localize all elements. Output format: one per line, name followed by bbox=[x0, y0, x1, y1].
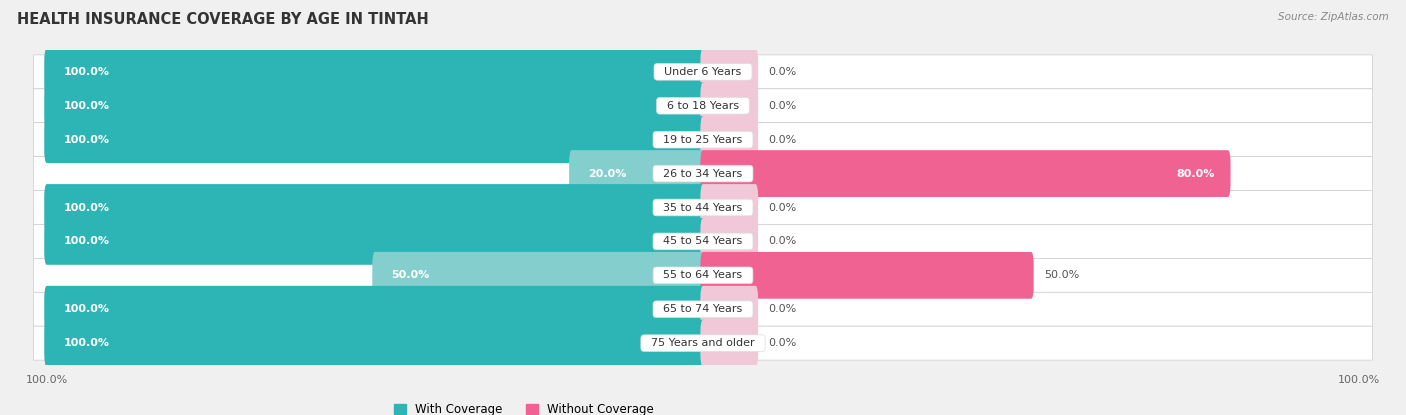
FancyBboxPatch shape bbox=[34, 259, 1372, 292]
FancyBboxPatch shape bbox=[700, 320, 758, 366]
Text: 0.0%: 0.0% bbox=[769, 203, 797, 212]
FancyBboxPatch shape bbox=[34, 190, 1372, 225]
FancyBboxPatch shape bbox=[34, 55, 1372, 89]
Text: 0.0%: 0.0% bbox=[769, 338, 797, 348]
Text: 80.0%: 80.0% bbox=[1177, 168, 1215, 178]
Legend: With Coverage, Without Coverage: With Coverage, Without Coverage bbox=[394, 403, 654, 415]
Text: 20.0%: 20.0% bbox=[588, 168, 627, 178]
Text: 100.0%: 100.0% bbox=[63, 304, 110, 314]
Text: 100.0%: 100.0% bbox=[63, 135, 110, 145]
FancyBboxPatch shape bbox=[34, 326, 1372, 360]
FancyBboxPatch shape bbox=[700, 49, 758, 95]
Text: 26 to 34 Years: 26 to 34 Years bbox=[657, 168, 749, 178]
Text: 0.0%: 0.0% bbox=[769, 237, 797, 247]
FancyBboxPatch shape bbox=[34, 225, 1372, 259]
FancyBboxPatch shape bbox=[569, 150, 706, 197]
Text: 75 Years and older: 75 Years and older bbox=[644, 338, 762, 348]
FancyBboxPatch shape bbox=[34, 292, 1372, 326]
Text: 35 to 44 Years: 35 to 44 Years bbox=[657, 203, 749, 212]
Text: 100.0%: 100.0% bbox=[63, 67, 110, 77]
FancyBboxPatch shape bbox=[373, 252, 706, 299]
Text: 0.0%: 0.0% bbox=[769, 304, 797, 314]
Text: 19 to 25 Years: 19 to 25 Years bbox=[657, 135, 749, 145]
FancyBboxPatch shape bbox=[700, 286, 758, 333]
Text: HEALTH INSURANCE COVERAGE BY AGE IN TINTAH: HEALTH INSURANCE COVERAGE BY AGE IN TINT… bbox=[17, 12, 429, 27]
FancyBboxPatch shape bbox=[700, 116, 758, 163]
FancyBboxPatch shape bbox=[700, 218, 758, 265]
Text: 0.0%: 0.0% bbox=[769, 67, 797, 77]
Text: 65 to 74 Years: 65 to 74 Years bbox=[657, 304, 749, 314]
Text: 50.0%: 50.0% bbox=[391, 270, 430, 280]
Text: 100.0%: 100.0% bbox=[63, 203, 110, 212]
Text: 6 to 18 Years: 6 to 18 Years bbox=[659, 101, 747, 111]
Text: 45 to 54 Years: 45 to 54 Years bbox=[657, 237, 749, 247]
FancyBboxPatch shape bbox=[34, 156, 1372, 190]
FancyBboxPatch shape bbox=[44, 49, 706, 95]
FancyBboxPatch shape bbox=[34, 123, 1372, 156]
Text: 50.0%: 50.0% bbox=[1045, 270, 1080, 280]
Text: 55 to 64 Years: 55 to 64 Years bbox=[657, 270, 749, 280]
Text: 100.0%: 100.0% bbox=[63, 237, 110, 247]
Text: 100.0%: 100.0% bbox=[63, 101, 110, 111]
FancyBboxPatch shape bbox=[700, 82, 758, 129]
Text: 0.0%: 0.0% bbox=[769, 135, 797, 145]
FancyBboxPatch shape bbox=[44, 218, 706, 265]
Text: Source: ZipAtlas.com: Source: ZipAtlas.com bbox=[1278, 12, 1389, 22]
FancyBboxPatch shape bbox=[44, 116, 706, 163]
FancyBboxPatch shape bbox=[34, 89, 1372, 123]
FancyBboxPatch shape bbox=[700, 184, 758, 231]
FancyBboxPatch shape bbox=[44, 320, 706, 366]
FancyBboxPatch shape bbox=[44, 82, 706, 129]
FancyBboxPatch shape bbox=[700, 252, 1033, 299]
Text: Under 6 Years: Under 6 Years bbox=[658, 67, 748, 77]
FancyBboxPatch shape bbox=[44, 286, 706, 333]
Text: 100.0%: 100.0% bbox=[63, 338, 110, 348]
FancyBboxPatch shape bbox=[44, 184, 706, 231]
Text: 0.0%: 0.0% bbox=[769, 101, 797, 111]
FancyBboxPatch shape bbox=[700, 150, 1230, 197]
